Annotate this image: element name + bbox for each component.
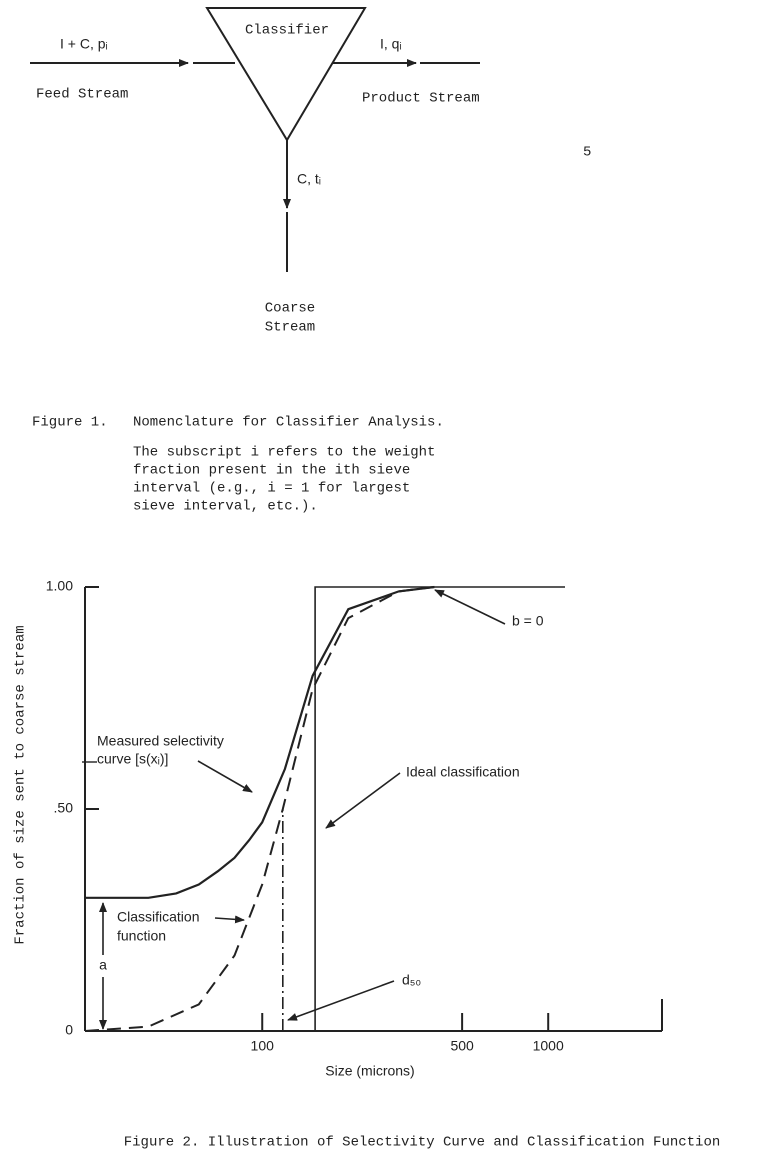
x-tick-label: 1000 [533,1038,564,1054]
annotation: Classification [117,909,199,925]
classifier-label: Classifier [245,23,329,39]
caption-note: fraction present in the ith sieve [133,463,410,479]
feed-label: I + C, pᵢ [60,36,108,52]
page-number: 5 [583,145,591,161]
x-tick-label: 100 [251,1038,275,1054]
annotation: function [117,928,166,944]
series-line [84,586,435,1032]
pointer [197,760,253,793]
annotation: curve [s(xᵢ)] [97,751,168,767]
series-line [314,586,565,1031]
x-tick-label: 500 [450,1038,474,1054]
caption-note: sieve interval, etc.). [133,499,318,515]
feed-stream: Feed Stream [36,87,128,103]
y-tick-label: 0 [65,1022,73,1038]
annotation: a [99,957,107,973]
figure-1: Classifier I + C, pᵢ Feed Stream I, qᵢ P… [30,7,591,515]
product-stream: Product Stream [362,91,480,107]
coarse-label: C, tᵢ [297,171,321,187]
pointer [214,915,245,924]
coarse-stream: Stream [265,320,315,336]
series-line [85,585,435,899]
y-tick-label: .50 [54,800,74,816]
annotation: d₅₀ [402,972,421,988]
annotation: b = 0 [512,613,544,629]
caption-label: Figure 1. [32,415,108,431]
figure-2: Fraction of size sent to coarse stream S… [13,578,721,1151]
pointer [325,772,401,829]
classifier-triangle [205,7,367,142]
annotation: Ideal classification [406,764,520,780]
caption-note: The subscript i refers to the weight [133,445,435,461]
product-label: I, qᵢ [380,36,402,52]
caption-note: interval (e.g., i = 1 for largest [133,481,410,497]
chart-caption: Figure 2. Illustration of Selectivity Cu… [124,1135,721,1151]
pointer [287,980,395,1021]
y-tick-label: 1.00 [46,578,73,594]
annotation: Measured selectivity [97,733,224,749]
coarse-stream: Coarse [265,301,315,317]
pointer [434,589,506,625]
caption-title: Nomenclature for Classifier Analysis. [133,415,444,431]
x-axis-label: Size (microns) [325,1063,414,1079]
y-axis-label: Fraction of size sent to coarse stream [13,625,29,944]
